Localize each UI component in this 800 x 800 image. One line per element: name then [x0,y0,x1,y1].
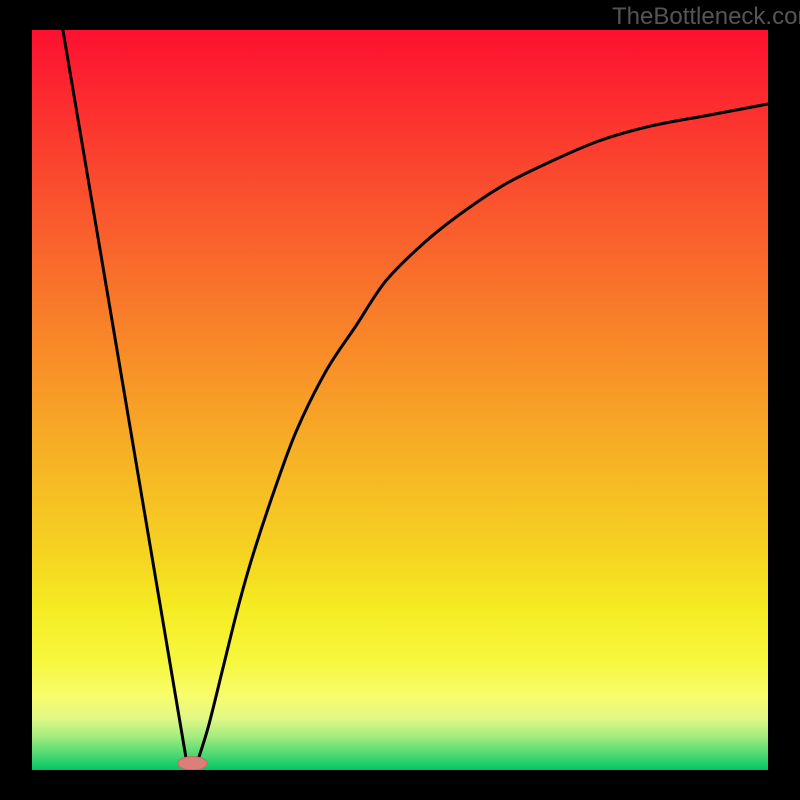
optimal-point-marker [178,757,207,770]
watermark-text: TheBottleneck.com [612,3,800,30]
bottleneck-chart: TheBottleneck.com [0,0,800,800]
frame-right [768,0,800,800]
frame-left [0,0,32,800]
plot-area-gradient [32,30,768,770]
frame-bottom [0,770,800,800]
